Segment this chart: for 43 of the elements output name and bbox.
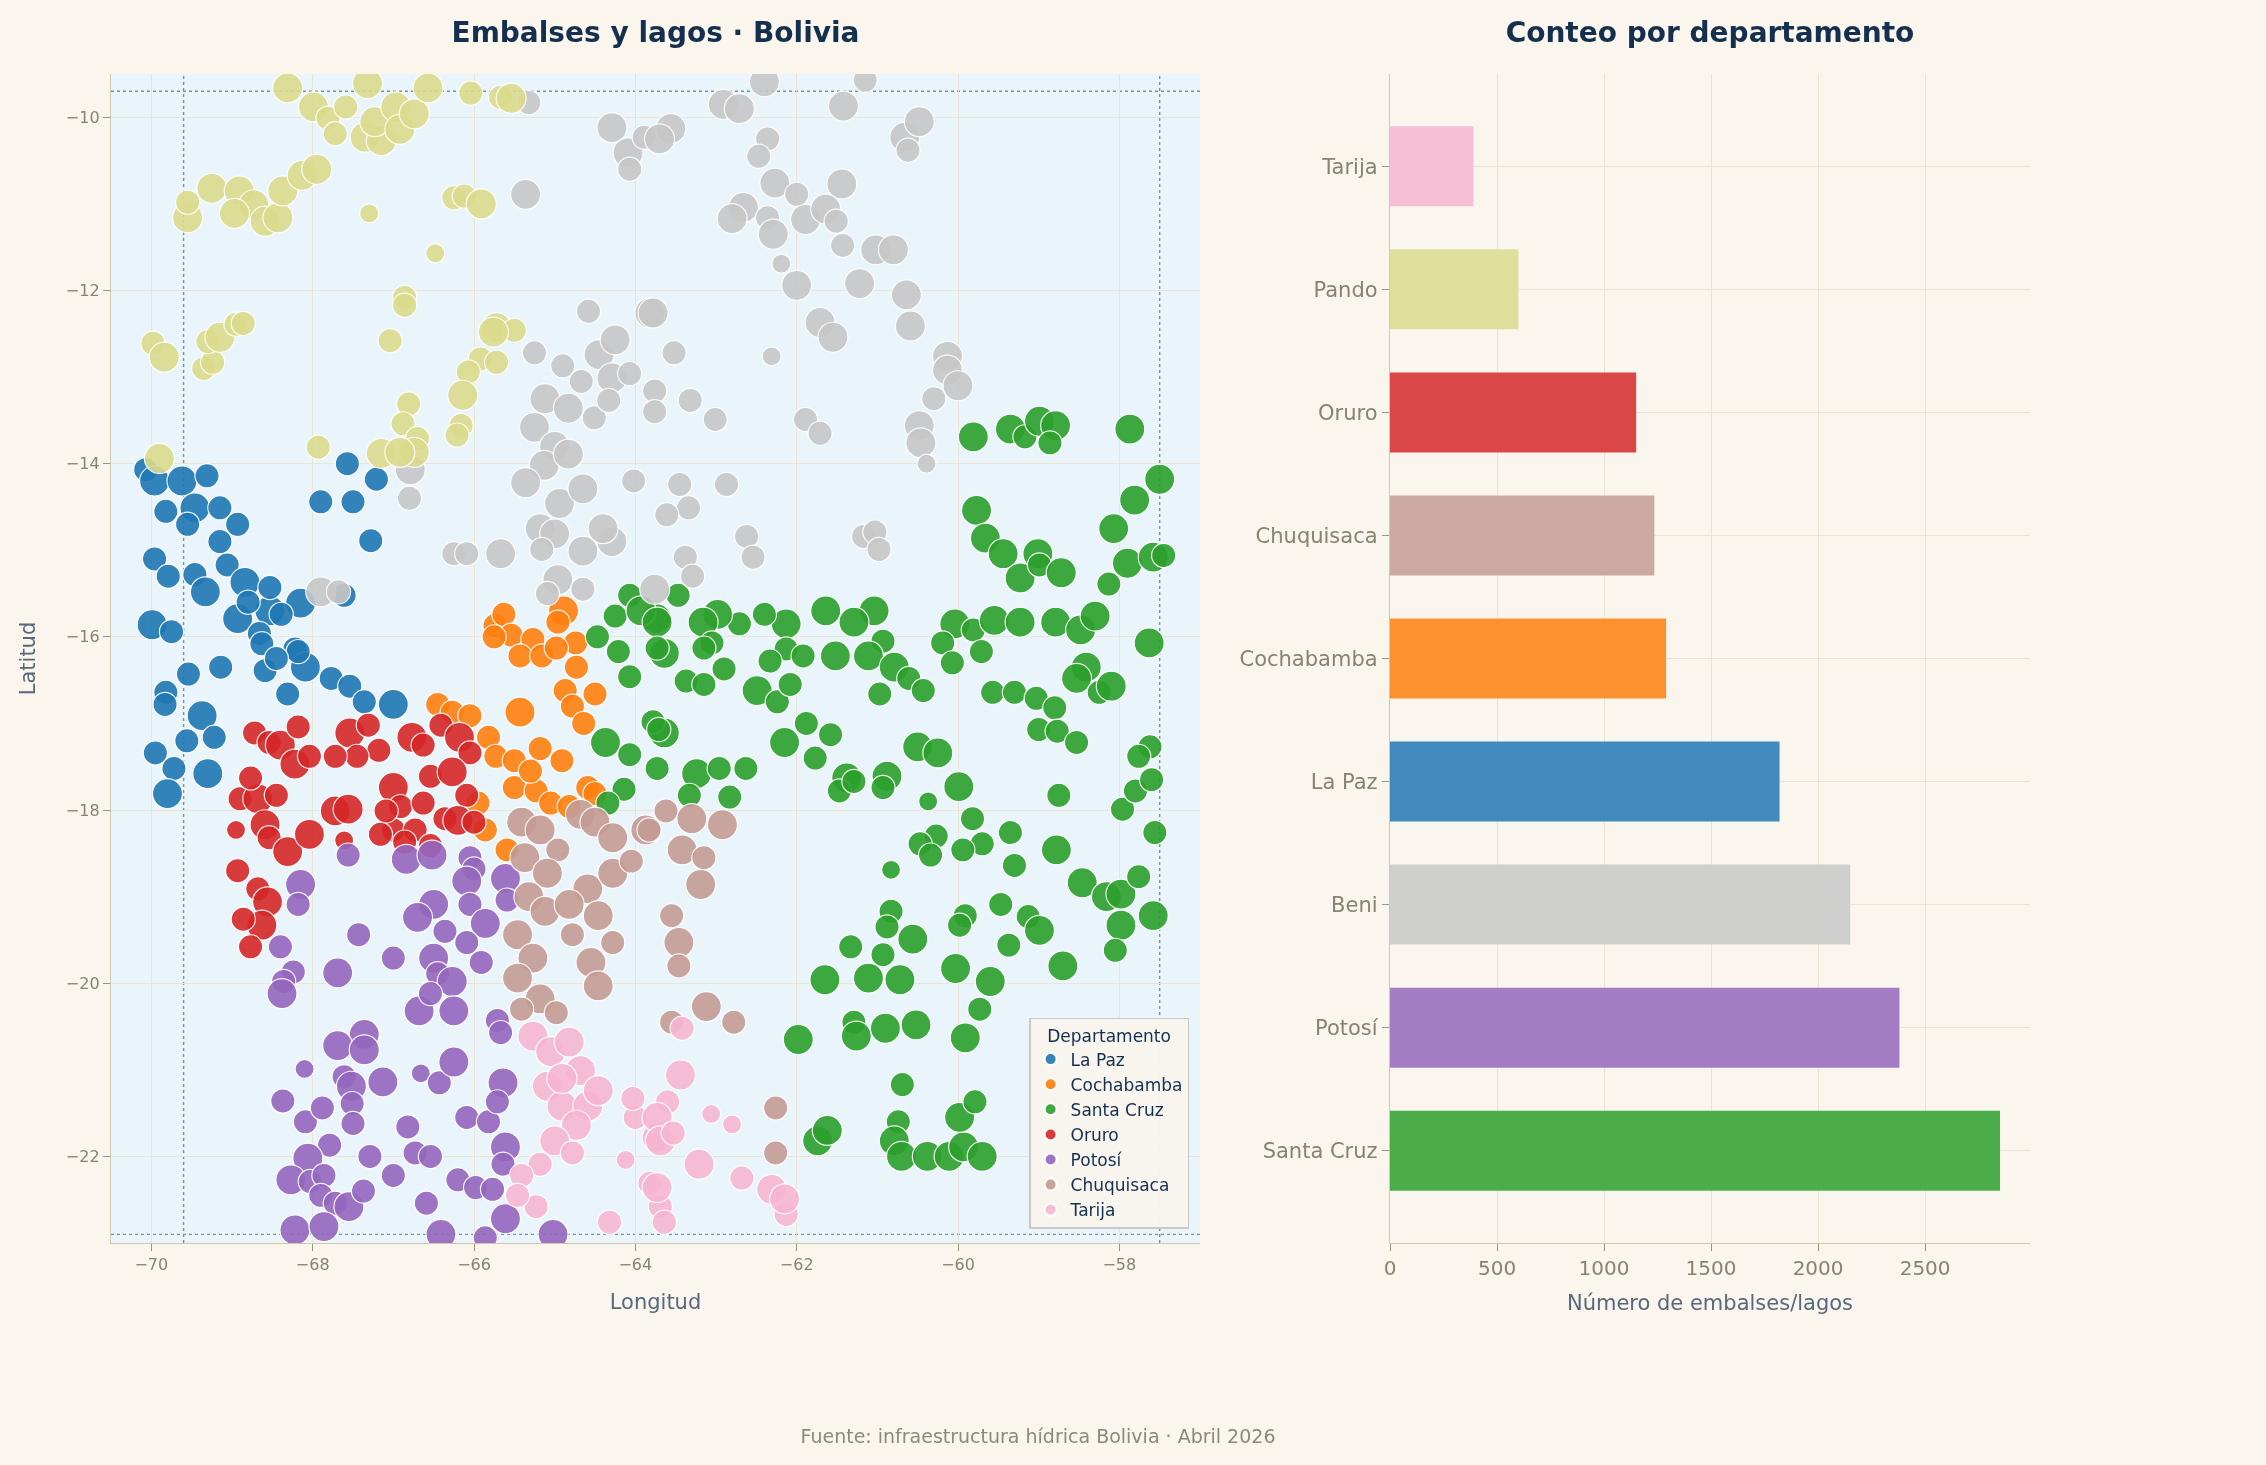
- x-tick-label: −66: [457, 1255, 491, 1275]
- legend-label: Cochabamba: [1070, 1074, 1183, 1095]
- x-tick-label: −68: [295, 1255, 330, 1275]
- y-tick-label: Oruro: [1318, 400, 1378, 425]
- legend-label: La Paz: [1070, 1049, 1125, 1070]
- x-tick-label: −60: [941, 1255, 975, 1275]
- x-tick-label: 500: [1477, 1256, 1517, 1281]
- x-tick-label: 2000: [1792, 1256, 1844, 1281]
- x-tick-label: 1500: [1685, 1256, 1737, 1281]
- x-tick-label: −64: [618, 1255, 653, 1275]
- legend-title: Departamento: [1047, 1025, 1171, 1046]
- y-axis-title: Latitud: [15, 621, 40, 696]
- y-tick-label: Potosí: [1314, 1016, 1379, 1041]
- y-tick-label: −16: [65, 627, 100, 647]
- x-tick-label: −62: [779, 1255, 814, 1275]
- x-tick-label: −58: [1102, 1255, 1137, 1275]
- y-tick-label: −10: [65, 107, 100, 127]
- x-tick-label: 0: [1383, 1256, 1397, 1281]
- y-tick-label: Chuquisaca: [1255, 523, 1378, 548]
- x-tick-label: 2500: [1899, 1256, 1951, 1281]
- y-tick-label: −20: [65, 973, 100, 993]
- y-tick-label: Beni: [1331, 892, 1378, 917]
- y-tick-label: Cochabamba: [1239, 646, 1378, 671]
- y-tick-label: −22: [65, 1147, 100, 1167]
- x-tick-label: −70: [134, 1255, 169, 1275]
- y-tick-label: −14: [65, 454, 100, 474]
- y-tick-label: −12: [65, 281, 100, 301]
- legend-label: Potosí: [1070, 1150, 1123, 1171]
- x-tick-label: 1000: [1578, 1256, 1630, 1281]
- legend-label: Oruro: [1070, 1125, 1119, 1146]
- y-tick-label: La Paz: [1310, 769, 1378, 794]
- x-axis-title: Longitud: [609, 1289, 702, 1314]
- chart-title: Conteo por departamento: [1505, 15, 1915, 49]
- y-tick-label: Santa Cruz: [1262, 1139, 1378, 1164]
- legend-label: Chuquisaca: [1070, 1175, 1170, 1196]
- chart-title: Embalses y lagos · Bolivia: [451, 15, 860, 49]
- source-caption: Fuente: infraestructura hídrica Bolivia · Abril 2026: [800, 1425, 1276, 1447]
- legend-label: Santa Cruz: [1070, 1099, 1164, 1120]
- y-tick-label: Tarija: [1321, 154, 1378, 179]
- x-axis-title: Número de embalses/lagos: [1566, 1291, 1854, 1316]
- y-tick-label: Pando: [1313, 277, 1378, 302]
- y-tick-label: −18: [65, 800, 100, 820]
- legend-label: Tarija: [1069, 1200, 1116, 1221]
